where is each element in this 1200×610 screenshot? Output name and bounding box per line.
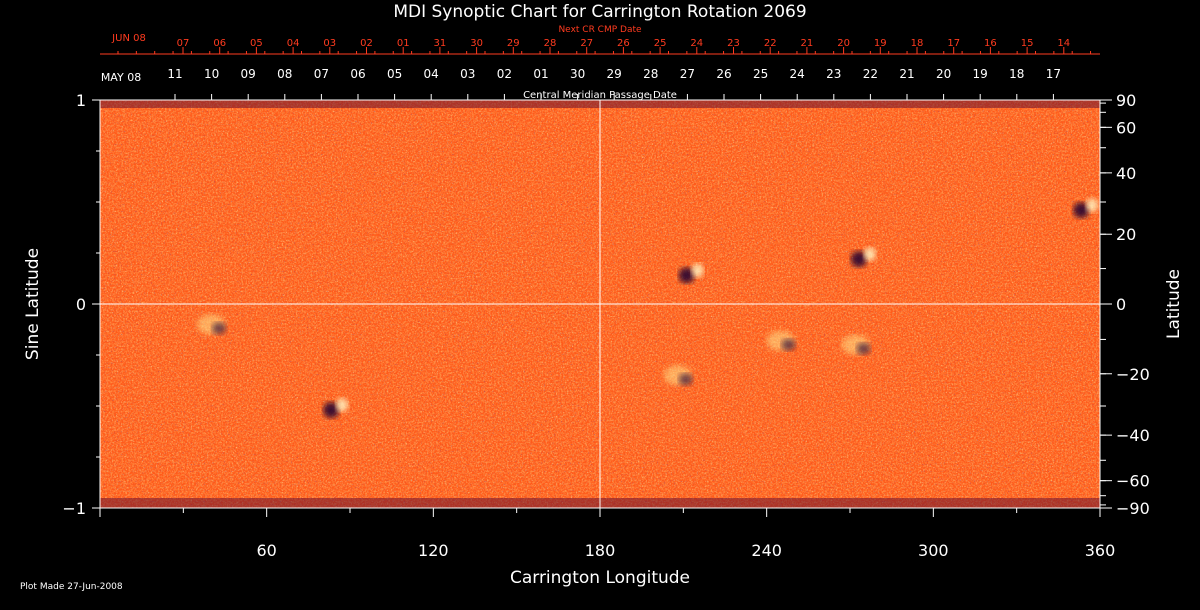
cmp-date-label: 25 bbox=[753, 67, 768, 81]
x-tick-label: 120 bbox=[418, 541, 449, 560]
left-axis-label: Sine Latitude bbox=[23, 248, 43, 360]
next-cr-date-label: 14 bbox=[1057, 38, 1070, 49]
next-cr-date-label: 20 bbox=[837, 38, 850, 49]
cmp-date-label: 23 bbox=[826, 67, 841, 81]
x-tick-label: 300 bbox=[918, 541, 949, 560]
negative-polarity bbox=[323, 402, 340, 419]
plot-made-label: Plot Made 27-Jun-2008 bbox=[20, 582, 123, 592]
chart-title: MDI Synoptic Chart for Carrington Rotati… bbox=[393, 2, 806, 22]
cmp-date-label: 05 bbox=[387, 67, 402, 81]
next-cr-date-label: 29 bbox=[507, 38, 520, 49]
x-tick-label: 60 bbox=[256, 541, 276, 560]
left-tick-label: 0 bbox=[76, 295, 86, 314]
cmp-date-label: 27 bbox=[680, 67, 695, 81]
cmp-date-label: 24 bbox=[790, 67, 805, 81]
cmp-date-label: 07 bbox=[314, 67, 329, 81]
next-cr-date-label: 26 bbox=[617, 38, 630, 49]
next-cr-date-label: 07 bbox=[177, 38, 190, 49]
next-cr-date-label: 19 bbox=[874, 38, 887, 49]
right-tick-label: −40 bbox=[1116, 426, 1150, 445]
x-tick-label: 240 bbox=[751, 541, 782, 560]
next-cr-date-label: 28 bbox=[544, 38, 557, 49]
right-tick-label: −60 bbox=[1116, 472, 1150, 491]
right-axis-label: Latitude bbox=[1164, 269, 1184, 339]
right-tick-label: −20 bbox=[1116, 365, 1150, 384]
next-cr-date-label: 21 bbox=[801, 38, 814, 49]
right-tick-label: 0 bbox=[1116, 295, 1126, 314]
active-regions bbox=[197, 198, 1099, 419]
negative-polarity bbox=[678, 267, 695, 284]
cmp-date-label: 06 bbox=[350, 67, 365, 81]
plage-dark bbox=[678, 373, 693, 386]
next-cr-date-label: 30 bbox=[470, 38, 483, 49]
next-cr-axis-title: Next CR CMP Date bbox=[558, 25, 642, 35]
cmp-axis-title: Central Meridian Passage Date bbox=[523, 90, 677, 101]
cmp-date-label: 04 bbox=[424, 67, 439, 81]
cmp-date-label: 19 bbox=[973, 67, 988, 81]
cmp-month-label: MAY 08 bbox=[101, 71, 141, 84]
next-cr-date-label: 31 bbox=[434, 38, 447, 49]
next-cr-date-label: 06 bbox=[213, 38, 226, 49]
left-axis-ticks: 1 0 −1 bbox=[62, 91, 100, 518]
next-cr-date-label: 02 bbox=[360, 38, 373, 49]
next-cr-date-label: 27 bbox=[580, 38, 593, 49]
next-cr-date-labels: 07 06 05 04 03 02 01 31 30 29 28 27 26 25 24 23 22 21 20 19… bbox=[117, 38, 1092, 54]
cmp-date-labels: 11 10 09 08 07 06 05 04 03 02 01 30 29 28 27 26 25 24 23 22… bbox=[100, 67, 1100, 101]
next-cr-date-label: 04 bbox=[287, 38, 300, 49]
next-cr-date-label: 22 bbox=[764, 38, 777, 49]
x-axis-ticks: 60 120 180 240 300 360 bbox=[99, 508, 1116, 560]
right-tick-label: 20 bbox=[1116, 225, 1136, 244]
next-cr-date-label: 01 bbox=[397, 38, 410, 49]
x-axis-label: Carrington Longitude bbox=[510, 568, 690, 588]
cmp-date-label: 03 bbox=[460, 67, 475, 81]
cmp-date-label: 30 bbox=[570, 67, 585, 81]
next-cr-date-label: 23 bbox=[727, 38, 740, 49]
next-cr-date-label: 17 bbox=[947, 38, 960, 49]
cmp-date-label: 22 bbox=[863, 67, 878, 81]
x-tick-label: 360 bbox=[1085, 541, 1116, 560]
next-cr-date-label: 15 bbox=[1021, 38, 1034, 49]
next-cr-date-label: 24 bbox=[690, 38, 703, 49]
next-cr-date-label: 16 bbox=[984, 38, 997, 49]
plage-dark bbox=[856, 342, 871, 355]
right-tick-label: 60 bbox=[1116, 118, 1136, 137]
right-tick-label: −90 bbox=[1116, 499, 1150, 518]
cmp-date-label: 10 bbox=[204, 67, 219, 81]
next-cr-date-label: 25 bbox=[654, 38, 667, 49]
next-cr-date-label: 05 bbox=[250, 38, 263, 49]
positive-polarity bbox=[863, 247, 876, 262]
left-tick-label: 1 bbox=[76, 91, 86, 110]
cmp-date-label: 11 bbox=[167, 67, 182, 81]
negative-polarity bbox=[1073, 202, 1090, 219]
cmp-date-label: 02 bbox=[497, 67, 512, 81]
right-tick-label: 40 bbox=[1116, 164, 1136, 183]
cmp-date-label: 17 bbox=[1046, 67, 1061, 81]
positive-polarity bbox=[1086, 198, 1099, 213]
cmp-date-label: 01 bbox=[533, 67, 548, 81]
next-cr-date-label: 03 bbox=[323, 38, 336, 49]
x-tick-label: 180 bbox=[585, 541, 616, 560]
cmp-date-label: 29 bbox=[607, 67, 622, 81]
positive-polarity bbox=[336, 398, 349, 413]
cmp-date-label: 08 bbox=[277, 67, 292, 81]
next-cr-date-label: 18 bbox=[911, 38, 924, 49]
cmp-date-label: 09 bbox=[241, 67, 256, 81]
positive-polarity bbox=[691, 263, 704, 278]
left-tick-label: −1 bbox=[62, 499, 86, 518]
cmp-date-label: 28 bbox=[643, 67, 658, 81]
cmp-date-label: 18 bbox=[1009, 67, 1024, 81]
cmp-date-label: 21 bbox=[899, 67, 914, 81]
negative-polarity bbox=[850, 251, 867, 268]
cmp-date-label: 20 bbox=[936, 67, 951, 81]
right-tick-label: 90 bbox=[1116, 91, 1136, 110]
plage-dark bbox=[781, 338, 796, 351]
right-axis-ticks: 90 60 40 20 0 −20 −40 −60 −90 bbox=[1100, 91, 1150, 518]
next-cr-month-label: JUN 08 bbox=[111, 33, 146, 44]
plage-dark bbox=[212, 322, 227, 335]
cmp-date-label: 26 bbox=[716, 67, 731, 81]
